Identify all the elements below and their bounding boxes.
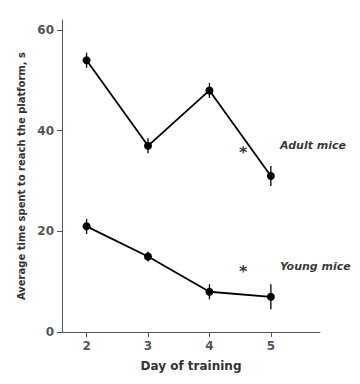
svg-text:0: 0 xyxy=(46,325,54,339)
svg-text:Young mice: Young mice xyxy=(280,260,351,273)
svg-text:4: 4 xyxy=(205,339,213,353)
svg-text:Adult mice: Adult mice xyxy=(279,139,346,152)
svg-text:3: 3 xyxy=(144,339,152,353)
svg-text:40: 40 xyxy=(37,124,54,138)
svg-text:20: 20 xyxy=(37,224,54,238)
svg-text:60: 60 xyxy=(37,23,54,37)
svg-text:Day of training: Day of training xyxy=(141,359,242,373)
svg-text:*: * xyxy=(239,143,248,162)
svg-text:Average time spent to reach th: Average time spent to reach the platform… xyxy=(16,52,27,300)
svg-text:2: 2 xyxy=(82,339,90,353)
svg-text:5: 5 xyxy=(267,339,275,353)
svg-text:*: * xyxy=(239,262,248,281)
